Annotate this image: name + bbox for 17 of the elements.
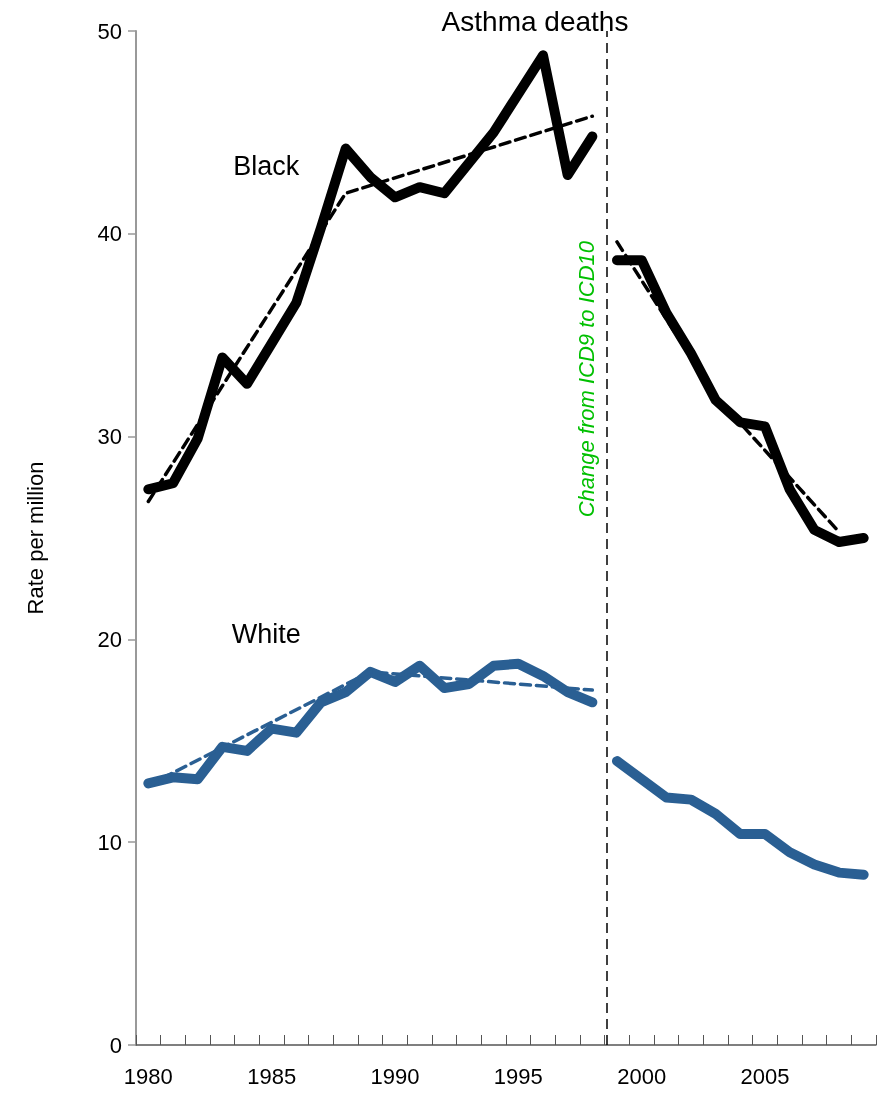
series-label: Black [233,151,300,182]
y-tick-label: 40 [97,221,122,247]
y-tick-label: 10 [97,829,122,855]
x-tick-label: 1980 [123,1063,173,1089]
text: White [231,619,301,650]
y-tick-label: 0 [109,1032,122,1058]
x-tick-label: 1985 [247,1063,297,1089]
chart-title: Asthma deaths [441,5,629,37]
x-tick-label: 2005 [740,1063,790,1089]
y-tick-label: 50 [97,18,122,44]
y-tick-label: 20 [97,626,122,652]
x-tick-label: 1995 [493,1063,543,1089]
y-tick-label: 30 [97,424,122,450]
ref-line-label: Change from ICD9 to ICD10 [573,240,599,518]
x-tick-label: 1990 [370,1063,420,1089]
x-tick-label: 2000 [617,1063,667,1089]
y-axis-title: Rate per million [22,461,48,615]
